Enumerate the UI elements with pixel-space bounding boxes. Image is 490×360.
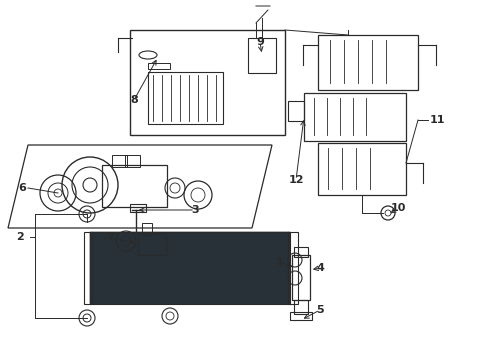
- Bar: [90, 232, 290, 304]
- Bar: [248, 38, 276, 73]
- Text: 8: 8: [130, 95, 138, 105]
- Bar: [130, 30, 285, 135]
- Bar: [148, 72, 223, 124]
- Bar: [318, 35, 418, 90]
- Text: 12: 12: [288, 175, 304, 185]
- Bar: [292, 255, 310, 300]
- Bar: [138, 233, 166, 255]
- Text: 1: 1: [276, 257, 284, 267]
- Bar: [102, 165, 167, 207]
- Text: 3: 3: [191, 205, 199, 215]
- Bar: [288, 232, 298, 304]
- Bar: [294, 300, 308, 314]
- Bar: [130, 204, 146, 212]
- Text: 11: 11: [430, 115, 445, 125]
- Text: 9: 9: [256, 37, 264, 47]
- Bar: [125, 155, 140, 167]
- Text: 7: 7: [106, 233, 114, 243]
- Bar: [318, 143, 406, 195]
- Bar: [294, 247, 308, 257]
- Bar: [304, 93, 406, 141]
- Bar: [288, 101, 304, 121]
- Bar: [90, 232, 290, 304]
- Bar: [84, 232, 92, 304]
- Text: 4: 4: [316, 263, 324, 273]
- Bar: [148, 63, 170, 69]
- Text: 10: 10: [391, 203, 406, 213]
- Text: 5: 5: [316, 305, 324, 315]
- Bar: [290, 312, 312, 320]
- Bar: [142, 223, 152, 235]
- Text: 2: 2: [16, 232, 24, 242]
- Bar: [112, 155, 127, 167]
- Text: 6: 6: [18, 183, 26, 193]
